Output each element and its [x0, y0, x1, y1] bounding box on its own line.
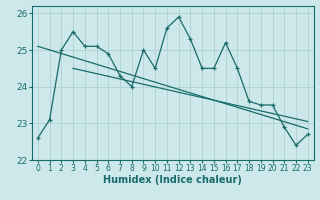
X-axis label: Humidex (Indice chaleur): Humidex (Indice chaleur) [103, 175, 242, 185]
